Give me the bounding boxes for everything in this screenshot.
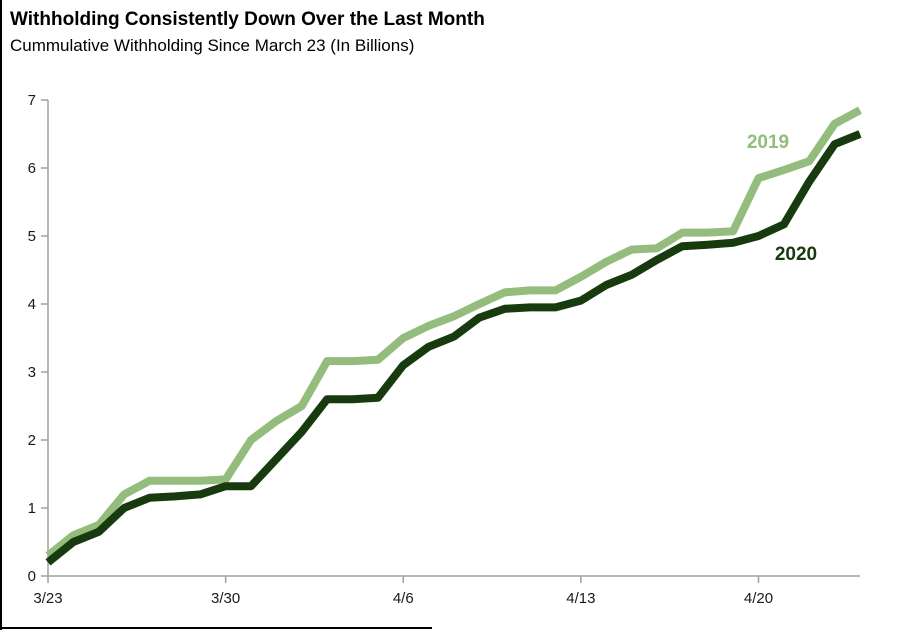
chart-subtitle: Cummulative Withholding Since March 23 (… <box>10 35 415 55</box>
axis-lines <box>47 100 860 577</box>
x-axis-tick-label: 4/20 <box>744 590 773 607</box>
y-axis-tick-label: 6 <box>28 160 36 177</box>
series-line-2019 <box>45 106 862 559</box>
series-label-2019: 2019 <box>747 132 789 153</box>
series-line-2020 <box>45 130 862 566</box>
y-axis-tick-label: 5 <box>28 228 36 245</box>
chart-title: Withholding Consistently Down Over the L… <box>10 9 485 30</box>
series-label-2020: 2020 <box>775 244 817 265</box>
y-axis-tick-label: 1 <box>28 500 36 517</box>
bottom-border-line <box>0 627 432 629</box>
x-axis-tick-label: 3/23 <box>33 590 62 607</box>
y-axis-tick-label: 0 <box>28 568 36 585</box>
x-axis-tick-label: 4/13 <box>566 590 595 607</box>
x-axis-tick-label: 3/30 <box>211 590 240 607</box>
y-axis-tick-label: 7 <box>28 92 36 109</box>
left-border-line <box>0 0 2 630</box>
y-axis-tick-label: 4 <box>28 296 36 313</box>
x-axis-tick-label: 4/6 <box>393 590 414 607</box>
chart-header: Withholding Consistently Down Over the L… <box>10 8 485 57</box>
y-axis-tick-label: 3 <box>28 364 36 381</box>
y-axis-tick-label: 2 <box>28 432 36 449</box>
